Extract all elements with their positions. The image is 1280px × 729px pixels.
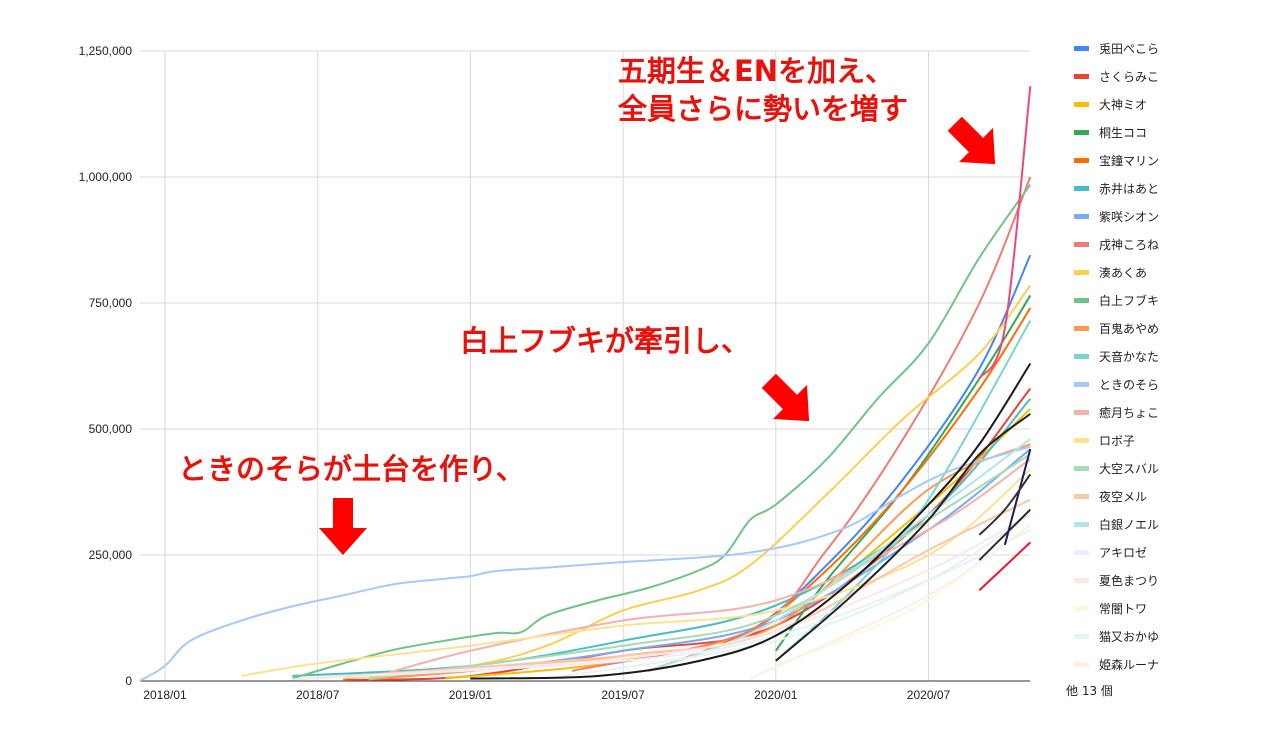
y-tick-label: 0 bbox=[125, 674, 132, 688]
series-line bbox=[470, 362, 1032, 680]
legend-label: アキロゼ bbox=[1099, 546, 1147, 560]
legend-swatch bbox=[1074, 494, 1089, 499]
legend-swatch bbox=[1074, 438, 1089, 443]
legend-swatch bbox=[1074, 130, 1089, 135]
x-tick-label: 2018/01 bbox=[143, 688, 187, 702]
legend-label: 白銀ノエル bbox=[1099, 517, 1159, 532]
x-tick-label: 2019/07 bbox=[601, 688, 645, 702]
series-line-天音かなた bbox=[775, 320, 1032, 662]
legend-label: 夜空メル bbox=[1099, 489, 1147, 504]
x-tick-label: 2020/07 bbox=[907, 688, 951, 702]
x-tick-label: 2020/01 bbox=[754, 688, 798, 702]
series-line bbox=[1003, 448, 1032, 546]
legend-swatch bbox=[1074, 242, 1089, 247]
legend-label: 桐生ココ bbox=[1099, 126, 1147, 140]
legend-label: 白上フブキ bbox=[1099, 293, 1159, 308]
legend-label: 大空スバル bbox=[1099, 462, 1159, 476]
series-line-猫又おかゆ bbox=[546, 513, 1031, 680]
legend-swatch bbox=[1074, 634, 1089, 639]
series-line bbox=[978, 508, 1032, 561]
series-line bbox=[775, 413, 1031, 662]
series-line-大空スバル bbox=[368, 453, 1031, 680]
legend-label: 兎田ぺこら bbox=[1099, 42, 1159, 56]
y-tick-label: 250,000 bbox=[89, 548, 133, 562]
legend-label: 宝鐘マリン bbox=[1099, 153, 1159, 168]
legend-swatch bbox=[1074, 354, 1089, 359]
legend-swatch bbox=[1074, 298, 1089, 303]
legend-more: 他 13 個 bbox=[1066, 684, 1113, 698]
legend-swatch bbox=[1074, 410, 1089, 415]
series-line-アキロゼ bbox=[292, 528, 1031, 681]
series-line-宝鐘マリン bbox=[648, 307, 1032, 672]
series-line-ときのそら bbox=[139, 445, 1031, 682]
y-tick-label: 500,000 bbox=[89, 422, 133, 436]
x-tick-label: 2018/07 bbox=[296, 688, 340, 702]
legend-label: ロボ子 bbox=[1099, 434, 1135, 448]
diagonal-arrow-icon bbox=[947, 116, 996, 165]
legend-swatch bbox=[1074, 550, 1089, 555]
legend-label: さくらみこ bbox=[1099, 70, 1159, 84]
legend-swatch bbox=[1074, 74, 1089, 79]
series-line bbox=[978, 86, 1032, 380]
legend-label: 癒月ちょこ bbox=[1099, 405, 1159, 420]
diagonal-arrow-icon bbox=[761, 373, 810, 422]
legend-swatch bbox=[1074, 46, 1089, 51]
annotation-tokinosora: ときのそらが土台を作り、 bbox=[178, 452, 525, 486]
legend-swatch bbox=[1074, 102, 1089, 107]
legend-label: 赤井はあと bbox=[1099, 182, 1159, 196]
legend-label: 常闇トワ bbox=[1099, 602, 1147, 616]
legend-label: 大神ミオ bbox=[1099, 98, 1147, 112]
series-line-戌神ころね bbox=[571, 176, 1032, 672]
legend-swatch bbox=[1074, 158, 1089, 163]
y-tick-label: 1,000,000 bbox=[79, 170, 133, 184]
x-tick-label: 2019/01 bbox=[449, 688, 493, 702]
series-line-湊あくあ bbox=[343, 284, 1032, 680]
legend-label: ときのそら bbox=[1099, 378, 1159, 392]
annotation-fubuki: 白上フブキが牽引し、 bbox=[460, 324, 751, 358]
y-tick-label: 1,250,000 bbox=[79, 44, 133, 58]
annotation-gen5-en-line2: 全員さらに勢いを増す bbox=[618, 92, 909, 126]
legend-label: 紫咲シオン bbox=[1099, 209, 1159, 224]
series-line-夏色まつり bbox=[292, 513, 1031, 681]
legend-swatch bbox=[1074, 382, 1089, 387]
series-line bbox=[978, 541, 1031, 592]
series-line-ロボ子 bbox=[241, 468, 1031, 677]
legend-label: 戌神ころね bbox=[1099, 238, 1159, 252]
legend-swatch bbox=[1074, 578, 1089, 583]
legend-swatch bbox=[1074, 522, 1089, 527]
legend-label: 夏色まつり bbox=[1099, 574, 1159, 588]
legend-swatch bbox=[1074, 662, 1089, 667]
series-line bbox=[978, 473, 1032, 536]
legend-swatch bbox=[1074, 326, 1089, 331]
legend-swatch bbox=[1074, 214, 1089, 219]
annotation-gen5-en-line1: 五期生＆ENを加え、 bbox=[618, 54, 895, 88]
legend-swatch bbox=[1074, 186, 1089, 191]
down-arrow-icon bbox=[319, 498, 367, 555]
series-line-赤井はあと bbox=[292, 398, 1032, 677]
legend-label: 猫又おかゆ bbox=[1099, 630, 1159, 644]
series-line-白上フブキ bbox=[291, 183, 1032, 680]
legend-swatch bbox=[1074, 606, 1089, 611]
legend-label: 姫森ルーナ bbox=[1099, 657, 1159, 672]
legend-label: 湊あくあ bbox=[1099, 266, 1147, 280]
legend-swatch bbox=[1074, 270, 1089, 275]
legend-swatch bbox=[1074, 466, 1089, 471]
series-line-癒月ちょこ bbox=[368, 458, 1031, 680]
y-tick-label: 750,000 bbox=[89, 296, 133, 310]
legend-label: 百鬼あやめ bbox=[1099, 321, 1159, 336]
legend-label: 天音かなた bbox=[1099, 349, 1159, 364]
